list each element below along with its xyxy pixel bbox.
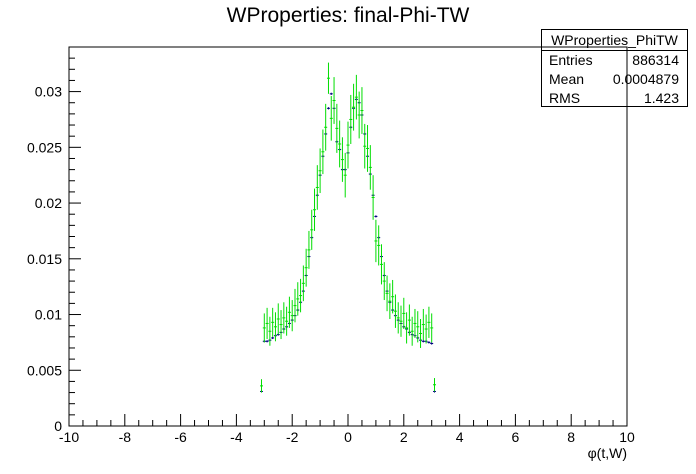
chart-title: WProperties: final-Phi-TW — [226, 4, 470, 27]
y-tick-label: 0.02 — [35, 195, 62, 211]
x-tick-label: -8 — [119, 429, 132, 445]
x-tick-label: 8 — [567, 429, 575, 445]
stats-box: WProperties_PhiTW Entries 886314 Mean 0.… — [541, 29, 688, 107]
stats-value: 0.0004879 — [612, 71, 679, 87]
stats-key: Mean — [549, 71, 585, 87]
y-tick-label: 0 — [54, 418, 62, 434]
stats-key: Entries — [549, 52, 593, 68]
x-tick-label: -10 — [59, 429, 79, 445]
x-tick-label: -4 — [230, 429, 243, 445]
x-tick-label: 2 — [400, 429, 408, 445]
x-tick-label: 6 — [512, 429, 520, 445]
x-tick-label: 0 — [344, 429, 352, 445]
x-tick-label: -6 — [174, 429, 187, 445]
stats-row-entries: Entries 886314 — [542, 51, 687, 70]
plot-frame — [68, 46, 628, 427]
y-tick-label: 0.03 — [35, 84, 62, 100]
stats-key: RMS — [549, 90, 581, 106]
y-tick-label: 0.015 — [27, 251, 62, 267]
x-axis-label: φ(t,W) — [588, 445, 627, 461]
x-tick-label: 4 — [456, 429, 464, 445]
stats-value: 1.423 — [643, 90, 679, 106]
y-tick-label: 0.005 — [27, 362, 62, 378]
data-marks — [260, 62, 436, 393]
stats-value: 886314 — [632, 52, 679, 68]
stats-row-rms: RMS 1.423 — [542, 89, 687, 108]
axes: -10 -8 -6 -4 -2 0 2 4 6 8 10 0 0.005 0.01 0.015 0.02 0.0… — [27, 46, 635, 445]
stats-row-mean: Mean 0.0004879 — [542, 70, 687, 89]
stats-box-name: WProperties_PhiTW — [542, 30, 687, 51]
y-tick-label: 0.01 — [35, 307, 62, 323]
x-tick-label: -2 — [286, 429, 299, 445]
x-tick-label: 10 — [619, 429, 635, 445]
y-tick-label: 0.025 — [27, 139, 62, 155]
